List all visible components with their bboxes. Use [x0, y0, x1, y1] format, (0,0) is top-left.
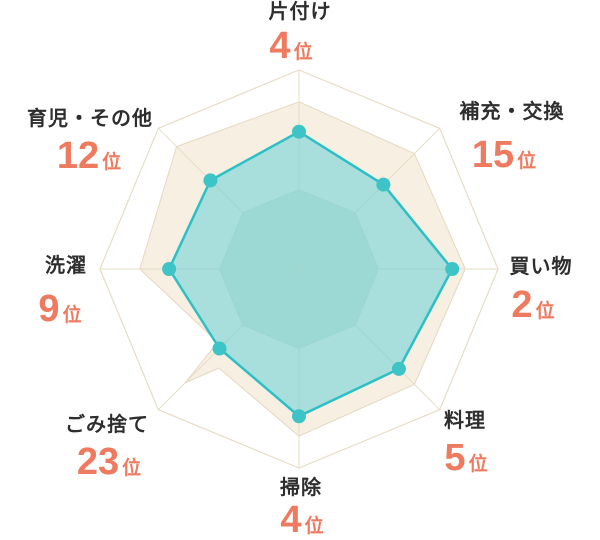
rank-unit: 位 [517, 151, 537, 172]
axis-rank-childcare-other: 12 位 [57, 137, 121, 175]
rank-number: 2 [511, 284, 533, 326]
rank-unit: 位 [468, 454, 488, 475]
axis-label-shopping: 買い物 [509, 256, 573, 278]
rank-number: 4 [269, 25, 291, 67]
axis-label-childcare-other: 育児・その他 [27, 108, 153, 130]
axis-label-trash: ごみ捨て [65, 414, 149, 436]
rank-number: 12 [56, 135, 100, 177]
rank-unit: 位 [304, 516, 324, 537]
data-point-dot [292, 124, 306, 139]
data-point-dot [445, 262, 460, 276]
data-point-dot [162, 262, 177, 276]
axis-label-cooking: 料理 [444, 410, 486, 432]
data-point-dot [391, 361, 406, 376]
data-point-dot [292, 409, 306, 424]
rank-number: 15 [471, 134, 515, 176]
rank-unit: 位 [102, 152, 122, 173]
rank-number: 9 [38, 288, 60, 330]
axis-label-restock-exchange: 補充・交換 [459, 101, 565, 123]
axis-label-cleaning: 掃除 [280, 477, 322, 499]
data-point-dot [203, 173, 218, 188]
axis-label-laundry: 洗濯 [45, 255, 87, 277]
rank-number: 23 [76, 441, 120, 483]
rank-unit: 位 [122, 458, 142, 479]
rank-unit: 位 [62, 305, 82, 326]
rank-number: 5 [444, 437, 466, 479]
data-point-dot [376, 177, 391, 192]
axis-label-tidying: 片付け [268, 1, 332, 23]
rank-number: 4 [280, 499, 302, 540]
data-point-dot [212, 341, 227, 356]
axis-rank-trash: 23 位 [77, 443, 141, 481]
rank-unit: 位 [293, 42, 313, 63]
axis-rank-restock-exchange: 15 位 [472, 136, 536, 174]
rank-unit: 位 [535, 301, 555, 322]
